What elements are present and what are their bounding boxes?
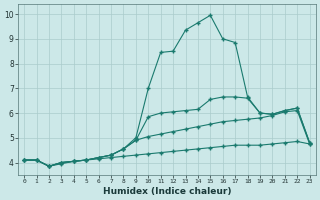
X-axis label: Humidex (Indice chaleur): Humidex (Indice chaleur) [103, 187, 231, 196]
